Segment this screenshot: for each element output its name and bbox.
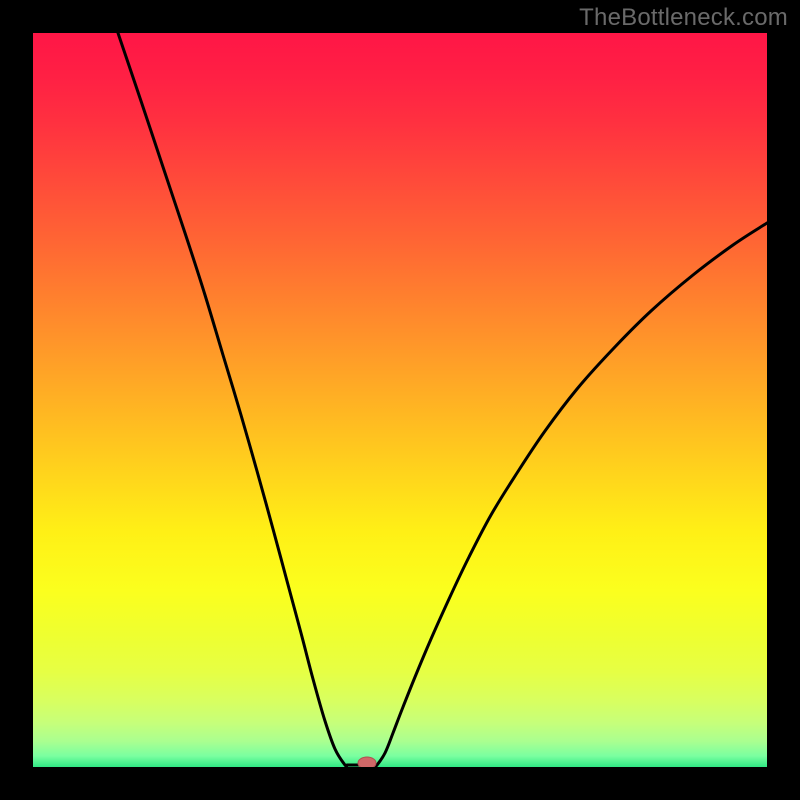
watermark-text: TheBottleneck.com <box>579 4 788 32</box>
gradient-background <box>33 33 767 767</box>
plot-area <box>33 33 767 769</box>
chart-stage: TheBottleneck.com <box>0 0 800 800</box>
bottleneck-chart <box>0 0 800 800</box>
